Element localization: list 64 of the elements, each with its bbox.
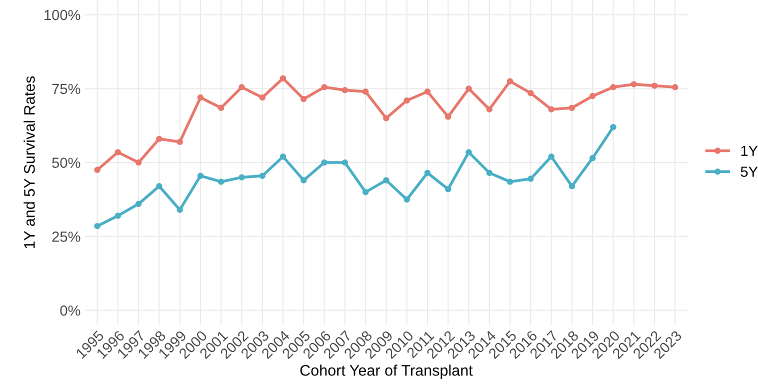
point <box>630 81 637 88</box>
point <box>444 114 452 120</box>
point <box>404 196 410 203</box>
legend-label: 5Y <box>740 166 758 177</box>
point <box>651 82 658 89</box>
point <box>197 94 204 101</box>
point <box>486 170 493 176</box>
point <box>259 172 266 179</box>
point <box>135 200 142 208</box>
point <box>528 90 534 96</box>
point <box>528 176 534 182</box>
point <box>114 149 122 156</box>
point <box>610 124 616 130</box>
point <box>94 166 100 174</box>
point <box>135 159 142 166</box>
point <box>672 84 678 90</box>
x-axis-title: Cohort Year of Transplant <box>300 364 473 379</box>
point <box>218 178 224 185</box>
point <box>362 88 369 95</box>
point <box>176 206 183 213</box>
point <box>568 104 576 111</box>
point <box>486 106 493 112</box>
point <box>362 188 369 196</box>
point <box>238 174 245 180</box>
point <box>589 92 596 100</box>
point <box>300 96 307 102</box>
point <box>589 154 596 162</box>
point <box>300 177 307 184</box>
point <box>444 186 452 192</box>
point <box>466 149 472 156</box>
point <box>548 154 554 160</box>
point <box>383 115 390 122</box>
legend-label: 1Y <box>741 146 758 156</box>
point <box>424 88 431 95</box>
y-tick-label: 0% <box>60 305 80 316</box>
point <box>280 154 286 160</box>
y-tick-label: 100% <box>44 10 80 20</box>
point <box>383 177 390 184</box>
point <box>321 84 328 90</box>
point <box>342 87 348 94</box>
point <box>218 104 224 111</box>
point <box>280 75 286 82</box>
y-tick-label: 25% <box>52 232 80 242</box>
point <box>506 78 514 84</box>
point <box>238 84 245 90</box>
y-tick-label: 75% <box>52 84 80 94</box>
point <box>404 97 410 104</box>
point <box>506 178 514 185</box>
point <box>342 159 348 166</box>
y-tick-label: 50% <box>52 158 80 168</box>
point <box>176 138 183 145</box>
point <box>259 94 266 101</box>
point <box>548 106 554 112</box>
point <box>424 170 431 176</box>
y-axis-title: 1Y and 5Y Survival Rates <box>24 76 35 248</box>
point <box>156 136 162 142</box>
point <box>610 84 616 90</box>
point <box>94 222 100 230</box>
point <box>466 86 472 92</box>
point <box>156 183 162 190</box>
point <box>321 159 328 166</box>
point <box>568 183 576 190</box>
point <box>197 172 204 179</box>
point <box>114 212 122 219</box>
